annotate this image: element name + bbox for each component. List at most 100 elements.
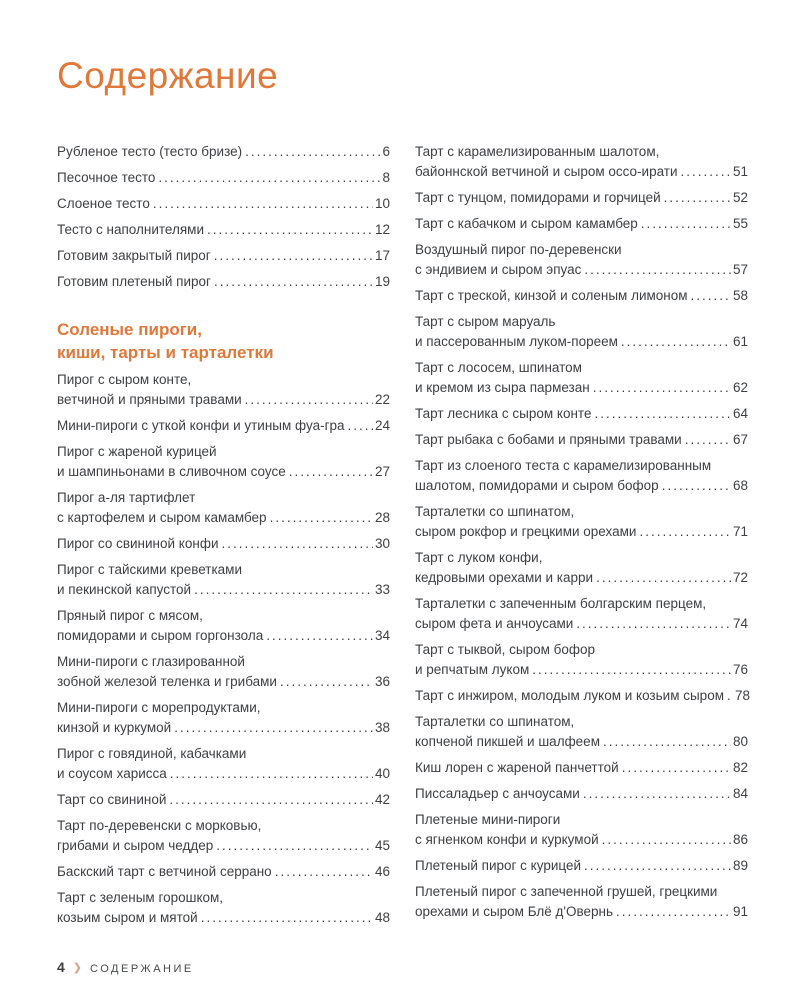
toc-entry: Тарт с кабачком и сыром камамбер 55	[415, 214, 748, 234]
toc-entry-line: Тарт с инжиром, молодым луком и козьим с…	[415, 686, 750, 706]
toc-entry-title: Плетеный пирог с курицей	[415, 858, 582, 873]
toc-entry-title: Пирог со свининой конфи	[57, 536, 219, 551]
toc-page-number: 91	[732, 904, 748, 919]
toc-page-number: 36	[374, 674, 390, 689]
toc-entry-line: Пирог со свининой конфи 30	[57, 534, 390, 554]
toc-entry-line: Мини-пироги с глазированной	[57, 654, 245, 669]
toc-entry: Мини-пироги с уткой конфи и утиным фуа-г…	[57, 416, 390, 436]
toc-page-number: 76	[732, 662, 748, 677]
toc-entry-line: Тарт с луком конфи,	[415, 550, 543, 565]
dot-leader	[584, 856, 731, 876]
dot-leader	[691, 286, 731, 306]
toc-entry: Мини-пироги с морепродуктами, кинзой и ку…	[57, 698, 390, 738]
toc-page-number: 6	[382, 144, 390, 159]
toc-page-number: 84	[732, 786, 748, 801]
toc-entry-line: Тарт с тыквой, сыром бофор	[415, 642, 596, 657]
dot-leader	[170, 764, 373, 784]
toc-entry-title: ветчиной и пряными травами	[57, 392, 242, 407]
toc-entry: Тарт лесника с сыром конте 64	[415, 404, 748, 424]
toc-entry-line: Пирог с жареной курицей	[57, 444, 217, 459]
toc-entry-line: Тарталетки со шпинатом,	[415, 504, 575, 519]
toc-entry-title: помидорами и сыром горгонзола	[57, 628, 264, 643]
section-header: Соленые пироги, киши, тарты и тарталетки	[57, 318, 390, 364]
toc-page-number: 10	[374, 196, 390, 211]
toc-page-number: 51	[732, 164, 748, 179]
toc-page-number: 89	[732, 858, 748, 873]
toc-entry-line: с ягненком конфи и куркумой 86	[415, 830, 748, 850]
toc-page-number: 72	[732, 570, 748, 585]
toc-entry-line: Тарт рыбака с бобами и пряными травами 67	[415, 430, 748, 450]
toc-page-number: 62	[732, 380, 748, 395]
dot-leader	[616, 902, 731, 922]
dot-leader	[593, 378, 731, 398]
toc-page-number: 22	[374, 392, 390, 407]
toc-page-number: 19	[374, 274, 390, 289]
toc-entry-title: Баскский тарт с ветчиной серрано	[57, 864, 272, 879]
toc-page-number: 68	[732, 478, 748, 493]
toc-entry: Тарт с треской, кинзой и соленым лимоном…	[415, 286, 748, 306]
toc-entry-title: байоннской ветчиной и сыром оссо-ирати	[415, 164, 678, 179]
toc-entry: Тарт с тыквой, сыром бофор и репчатым лук…	[415, 640, 748, 680]
dot-leader	[583, 784, 731, 804]
toc-entry: Мини-пироги с глазированной зобной железо…	[57, 652, 390, 692]
dot-leader	[275, 862, 373, 882]
toc-entry: Тарт из слоеного теста с карамелизирован…	[415, 456, 748, 496]
footer-page-number: 4	[57, 959, 65, 975]
toc-entry-title: зобной железой теленка и грибами	[57, 674, 277, 689]
toc-entry-line: с картофелем и сыром камамбер 28	[57, 508, 390, 528]
toc-entry-line: байоннской ветчиной и сыром оссо-ирати 51	[415, 162, 748, 182]
page-footer: 4 ❯ СОДЕРЖАНИЕ	[57, 959, 194, 975]
toc-entry-title: Тарт со свининой	[57, 792, 167, 807]
toc-entry-title: Тарт с тунцом, помидорами и горчицей	[415, 190, 661, 205]
toc-entry-title: Рубленое тесто (тесто бризе)	[57, 144, 243, 159]
toc-entry: Плетеный пирог с запеченной грушей, грец…	[415, 882, 748, 922]
toc-entry: Писсаладьер с анчоусами 84	[415, 784, 748, 804]
toc-entry: Готовим закрытый пирог 17	[57, 246, 390, 266]
dot-leader	[153, 194, 373, 214]
toc-entry: Пирог со свининой конфи 30	[57, 534, 390, 554]
dot-leader	[169, 790, 373, 810]
toc-entry: Тарт по-деревенски с морковью, грибами и …	[57, 816, 390, 856]
dot-leader	[207, 220, 373, 240]
toc-entry-line: зобной железой теленка и грибами 36	[57, 672, 390, 692]
toc-page-number: 82	[732, 760, 748, 775]
toc-entry-title: копченой пикшей и шалфеем	[415, 734, 600, 749]
toc-entry-line: Мини-пироги с морепродуктами,	[57, 700, 261, 715]
toc-entry: Пряный пирог с мясом, помидорами и сыром …	[57, 606, 390, 646]
dot-leader	[532, 660, 731, 680]
toc-entry: Песочное тесто 8	[57, 168, 390, 188]
toc-entry: Пирог с тайскими креветками и пекинской к…	[57, 560, 390, 600]
toc-page-number: 61	[732, 334, 748, 349]
dot-leader	[681, 162, 731, 182]
dot-leader	[280, 672, 373, 692]
toc-entry-line: Пирог с тайскими креветками	[57, 562, 243, 577]
toc-entry: Тарт с инжиром, молодым луком и козьим с…	[415, 686, 750, 706]
dot-leader	[214, 246, 373, 266]
toc-column-right: Тарт с карамелизированным шалотом, байонн…	[415, 142, 750, 934]
toc-entry: Плетеные мини-пироги с ягненком конфи и к…	[415, 810, 748, 850]
toc-entry: Тарт со свининой 42	[57, 790, 390, 810]
dot-leader	[270, 508, 373, 528]
toc-entry: Тарт с тунцом, помидорами и горчицей 52	[415, 188, 748, 208]
toc-entry-line: Пряный пирог с мясом,	[57, 608, 203, 623]
dot-leader	[576, 614, 731, 634]
toc-page-number: 28	[374, 510, 390, 525]
dot-leader	[194, 580, 373, 600]
toc-entry-line: Тарт со свининой 42	[57, 790, 390, 810]
dot-leader	[639, 522, 731, 542]
toc-entry-title: Тарт с кабачком и сыром камамбер	[415, 216, 638, 231]
footer-section-label: СОДЕРЖАНИЕ	[90, 963, 194, 975]
toc-entry: Тарт с лососем, шпинатом и кремом из сыра…	[415, 358, 748, 398]
dot-leader	[622, 758, 731, 778]
toc-entry-title: с картофелем и сыром камамбер	[57, 510, 267, 525]
toc-entry: Тарт с луком конфи, кедровыми орехами и к…	[415, 548, 748, 588]
toc-entry-line: сыром рокфор и грецкими орехами 71	[415, 522, 748, 542]
toc-entry: Готовим плетеный пирог 19	[57, 272, 390, 292]
toc-entry-line: Тарт из слоеного теста с карамелизирован…	[415, 458, 712, 473]
toc-page-number: 64	[732, 406, 748, 421]
dot-leader	[594, 404, 731, 424]
page-title: Содержание	[57, 55, 279, 96]
toc-page-number: 48	[374, 910, 390, 925]
toc-entry-title: кинзой и куркумой	[57, 720, 172, 735]
